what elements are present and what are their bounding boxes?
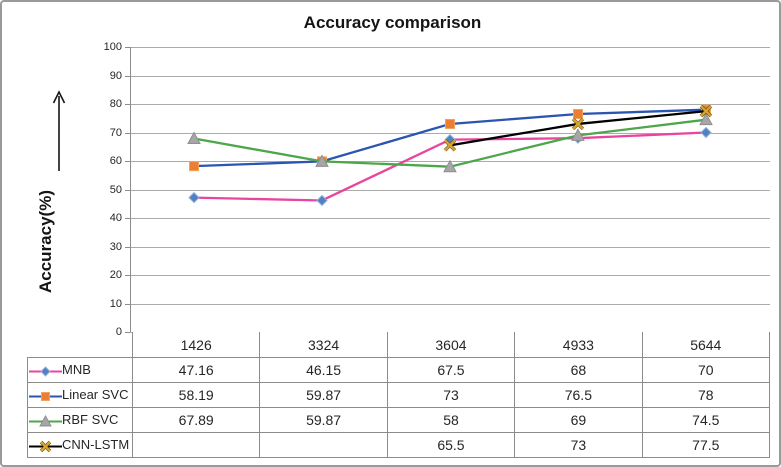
marker-triangle	[571, 128, 585, 141]
value-cell: 47.16	[131, 357, 261, 383]
y-tick-label: 20	[109, 269, 122, 281]
value-cell: 58.19	[131, 382, 261, 408]
value-cell: 68	[514, 357, 643, 383]
value-cell: 76.5	[514, 382, 643, 408]
value-cell: 59.87	[259, 407, 388, 433]
marker-triangle	[443, 159, 457, 173]
table-row-mnb: MNB 47.16 46.15 67.5 68 70	[27, 357, 771, 383]
y-tick-label: 100	[103, 41, 122, 53]
value-cell	[131, 432, 261, 458]
legend-swatch-mnb	[29, 365, 62, 377]
value-cell: 67.5	[386, 357, 516, 383]
value-cell: 46.15	[259, 357, 388, 383]
legend-item: RBF SVC	[27, 407, 133, 433]
x-category-label: 1426	[131, 332, 261, 358]
value-cell: 69	[514, 407, 643, 433]
legend-item: Linear SVC	[27, 382, 133, 408]
value-cell: 67.89	[131, 407, 261, 433]
legend-label: MNB	[62, 362, 91, 378]
x-category-label: 5644	[641, 332, 771, 358]
x-category-label: 3604	[386, 332, 516, 358]
y-axis-title: Accuracy(%)	[36, 190, 55, 294]
legend-label: CNN-LSTM	[62, 437, 130, 453]
marker-x	[444, 139, 456, 152]
value-cell: 73	[514, 432, 643, 458]
value-cell: 78	[641, 382, 771, 408]
y-axis-arrow-icon	[52, 90, 66, 171]
marker-square	[445, 118, 455, 129]
table-row-cnn-lstm: CNN-LSTM 65.5 73 77.5	[27, 432, 771, 458]
marker-diamond	[188, 191, 200, 204]
value-cell: 77.5	[641, 432, 771, 458]
y-tick-label: 80	[109, 98, 122, 110]
y-tick-label: 70	[109, 126, 122, 139]
corner-cell	[28, 332, 133, 358]
value-cell: 74.5	[641, 407, 771, 433]
marker-x	[700, 105, 712, 117]
x-category-label: 4933	[514, 332, 643, 358]
value-cell: 65.5	[386, 432, 516, 458]
legend-swatch-linear-svc	[29, 391, 62, 401]
legend-item: CNN-LSTM	[27, 432, 133, 458]
x-category-label: 3324	[259, 332, 388, 358]
legend-swatch-rbf-svc	[29, 414, 62, 427]
marker-diamond	[40, 365, 51, 377]
y-tick-label: 10	[109, 297, 122, 310]
chart-title: Accuracy comparison	[303, 13, 482, 32]
legend-label: Linear SVC	[62, 387, 129, 403]
y-tick-label: 50	[109, 183, 122, 196]
value-cell: 73	[386, 382, 516, 408]
marker-square	[573, 108, 583, 119]
value-cell: 58	[386, 407, 516, 433]
marker-triangle	[39, 414, 52, 427]
y-tick-label: 30	[109, 240, 122, 253]
marker-triangle	[315, 154, 329, 167]
table-row-linear-svc: Linear SVC 58.19 59.87 73 76.5 78	[27, 382, 771, 408]
marker-triangle	[699, 112, 713, 126]
data-table: 1426 3324 3604 4933 5644 MNB 47.16 46.15 67.5 68 7…	[27, 332, 771, 458]
legend-item: MNB	[27, 357, 133, 383]
marker-x	[40, 440, 51, 452]
table-row-rbf-svc: RBF SVC 67.89 59.87 58 69 74.5	[27, 407, 771, 433]
marker-x	[572, 118, 584, 130]
value-cell	[259, 432, 388, 458]
y-tick-label: 60	[109, 155, 122, 167]
y-tick-label: 90	[109, 69, 122, 82]
category-row: 1426 3324 3604 4933 5644	[28, 332, 771, 358]
y-tick-label: 0	[115, 326, 122, 338]
y-tick-label: 40	[109, 212, 122, 224]
legend-swatch-cnn-lstm	[29, 440, 62, 452]
marker-square	[41, 391, 50, 401]
value-cell: 70	[641, 357, 771, 383]
marker-triangle	[187, 131, 201, 145]
plot-area	[125, 47, 770, 333]
legend-label: RBF SVC	[62, 412, 119, 428]
value-cell: 59.87	[259, 382, 388, 408]
marker-diamond	[316, 194, 328, 207]
marker-square	[189, 161, 199, 172]
marker-diamond	[700, 126, 712, 139]
